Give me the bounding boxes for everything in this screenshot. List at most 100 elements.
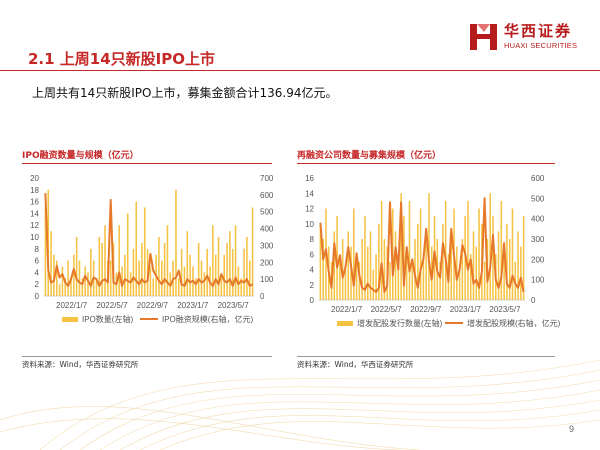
y-left-tick-label: 2: [35, 280, 40, 289]
bar-mark: [58, 284, 61, 296]
ipo-source-rule: [22, 356, 272, 357]
ipo-chart: 0246810121416182001002003004005006007002…: [30, 174, 274, 324]
bar-mark: [372, 269, 375, 300]
bar-mark: [442, 223, 444, 300]
line-series: [44, 193, 254, 287]
bar-mark: [240, 278, 243, 296]
bar-mark: [375, 254, 377, 300]
y-left-tick-label: 2: [310, 281, 315, 290]
y-left-tick-label: 4: [310, 266, 315, 275]
bar-mark: [411, 261, 414, 300]
bar-mark: [350, 246, 352, 300]
bar-mark: [214, 254, 217, 296]
bar-mark: [175, 189, 177, 296]
bar-mark: [492, 216, 494, 300]
bar-mark: [129, 272, 132, 296]
y-right-tick-label: 700: [260, 174, 274, 183]
bar-mark: [246, 237, 248, 296]
bar-mark: [217, 237, 220, 296]
bar-mark: [135, 201, 138, 296]
bar-mark: [223, 254, 225, 296]
bar-mark: [469, 254, 472, 300]
bar-mark: [408, 200, 411, 300]
summary-text: 上周共有14只新股IPO上市，募集金额合计136.94亿元。: [32, 86, 338, 100]
bar-mark: [98, 237, 101, 296]
bar-mark: [380, 200, 383, 300]
bar-mark: [500, 200, 503, 300]
bar-mark: [160, 260, 163, 296]
bar-mark: [149, 266, 152, 296]
bar-mark: [506, 223, 508, 300]
x-tick-label: 2023/1/7: [177, 301, 209, 310]
y-right-tick-label: 200: [260, 258, 274, 267]
legend-bar-swatch: [337, 321, 353, 326]
refinancing-chart-title: 再融资公司数量与募集规模（亿元）: [297, 151, 442, 161]
bar-mark: [397, 254, 400, 300]
bar-mark: [520, 246, 522, 300]
bar-mark: [478, 208, 480, 300]
legend-bar-swatch: [62, 317, 78, 322]
refinancing-chart-title-rule: [297, 163, 555, 164]
bar-mark: [166, 225, 169, 296]
x-tick-label: 2022/1/7: [56, 301, 88, 310]
bar-mark: [212, 225, 214, 296]
bar-mark: [234, 225, 237, 296]
y-right-tick-label: 0: [260, 292, 265, 301]
bar-mark: [141, 242, 143, 296]
y-right-tick-label: 600: [260, 191, 274, 200]
bar-mark: [405, 246, 408, 300]
y-right-tick-label: 100: [260, 275, 274, 284]
title-divider: [0, 70, 600, 71]
y-left-tick-label: 8: [35, 245, 40, 254]
bar-mark: [251, 207, 254, 296]
y-left-tick-label: 14: [305, 189, 314, 198]
logo-english-text: HUAXI SECURITIES: [504, 41, 578, 50]
bar-mark: [158, 237, 160, 296]
bar-mark: [467, 200, 469, 300]
bar-mark: [90, 248, 92, 296]
bar-mark: [104, 225, 106, 296]
ipo-chart-title: IPO融资数量与规模（亿元）: [22, 151, 139, 161]
x-tick-label: 2023/1/7: [450, 305, 482, 314]
bar-mark: [497, 231, 500, 300]
bar-mark: [183, 266, 186, 296]
bar-mark: [361, 239, 363, 300]
y-left-tick-label: 14: [30, 209, 39, 218]
x-tick-label: 2022/5/7: [371, 305, 403, 314]
x-tick-label: 2022/9/7: [137, 301, 169, 310]
bar-mark: [428, 193, 430, 300]
bar-mark: [417, 223, 419, 300]
bar-mark: [389, 261, 391, 300]
bar-mark: [489, 193, 491, 300]
bar-mark: [197, 242, 200, 296]
bar-mark: [138, 260, 140, 296]
legend-bar-label: 增发配股发行数量(左轴): [357, 318, 443, 328]
bar-mark: [78, 260, 81, 296]
huaxi-logo-icon: [470, 24, 497, 50]
bar-mark: [439, 261, 441, 300]
y-left-tick-label: 12: [30, 221, 39, 230]
bar-mark: [333, 231, 336, 300]
y-right-tick-label: 300: [531, 235, 545, 244]
y-left-tick-label: 0: [35, 292, 40, 301]
line-series: [319, 197, 525, 293]
bar-mark: [248, 260, 251, 296]
bar-mark: [336, 216, 338, 300]
y-left-tick-label: 20: [30, 174, 39, 183]
x-tick-label: 2022/1/7: [331, 305, 363, 314]
y-right-tick-label: 400: [260, 225, 274, 234]
bar-mark: [84, 266, 86, 296]
bar-mark: [347, 231, 349, 300]
bar-mark: [178, 278, 180, 296]
bar-mark: [414, 239, 416, 300]
bar-mark: [461, 239, 464, 300]
bar-mark: [458, 269, 461, 300]
y-left-tick-label: 8: [310, 235, 315, 244]
bar-mark: [55, 260, 58, 296]
bar-mark: [126, 213, 129, 296]
bar-mark: [231, 248, 234, 296]
bar-mark: [73, 254, 75, 296]
y-left-tick-label: 10: [305, 220, 314, 229]
refinancing-source-rule: [297, 356, 555, 357]
bar-mark: [422, 254, 425, 300]
